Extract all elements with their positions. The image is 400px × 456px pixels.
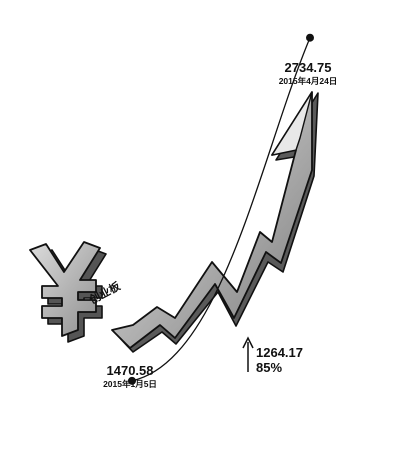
end-date-label: 2015年4月24日 [279, 76, 338, 86]
arrow-head [271, 91, 313, 156]
data-point-end [306, 33, 314, 42]
data-point-start [128, 376, 136, 385]
change-value-label: 1264.17 [256, 345, 303, 360]
change-indicator: 1264.17 85% [242, 336, 303, 375]
end-value-label: 2734.75 [285, 60, 332, 75]
yuan-logo: 创业板 [29, 241, 123, 343]
start-date-label: 2015年1月5日 [103, 379, 157, 389]
change-arrow-head [242, 336, 254, 349]
start-value-label: 1470.58 [107, 363, 154, 378]
yuan-logo-face [29, 241, 101, 337]
connect-curve [131, 37, 311, 382]
arrow-body [111, 91, 313, 349]
change-percent-label: 85% [256, 360, 282, 375]
